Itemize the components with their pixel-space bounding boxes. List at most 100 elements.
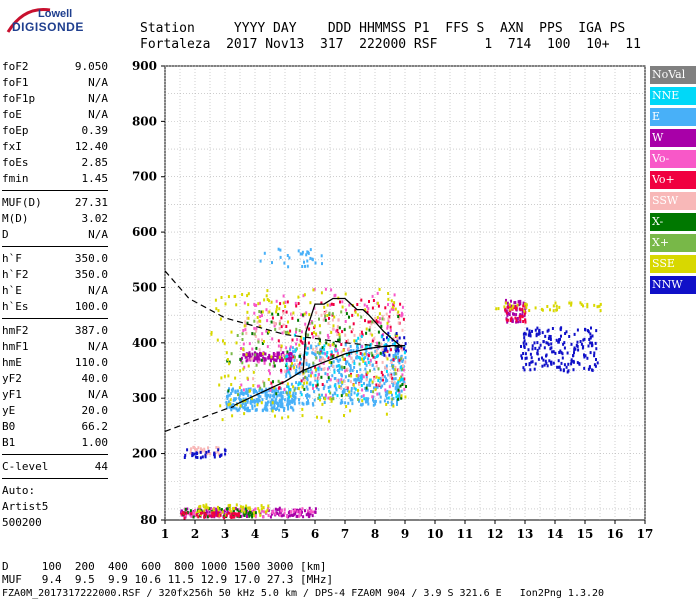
echo-point <box>190 451 193 455</box>
echo-point <box>210 508 213 512</box>
echo-point <box>393 381 396 385</box>
echo-point <box>307 399 309 403</box>
echo-point <box>354 387 357 391</box>
echo-point <box>271 316 274 320</box>
echo-point <box>228 387 230 391</box>
echo-point <box>382 338 385 342</box>
legend-item: W <box>650 129 696 147</box>
echo-point <box>558 365 561 369</box>
echo-point <box>276 407 279 411</box>
echo-point <box>552 304 555 308</box>
echo-point <box>384 379 387 383</box>
echo-point <box>331 312 334 316</box>
echo-point <box>311 514 314 518</box>
echo-point <box>590 326 592 330</box>
echo-point <box>390 361 393 364</box>
echo-point <box>297 383 300 387</box>
echo-point <box>271 261 273 265</box>
echo-point <box>232 514 235 517</box>
echo-point <box>239 369 242 373</box>
echo-point <box>582 338 585 342</box>
echo-point <box>323 367 326 371</box>
echo-point <box>523 314 526 318</box>
echo-point <box>283 354 286 358</box>
echo-point <box>337 364 340 368</box>
echo-point <box>293 363 296 367</box>
legend-item: X+ <box>650 234 696 252</box>
echo-point <box>258 310 261 313</box>
echo-point <box>366 310 369 314</box>
echo-point <box>266 508 269 512</box>
echo-point <box>332 324 335 328</box>
x-tick-label: 4 <box>251 527 259 541</box>
echo-point <box>323 401 326 404</box>
echo-point <box>246 515 248 518</box>
echo-point <box>519 318 522 321</box>
echo-point <box>295 342 298 346</box>
echo-point <box>393 293 396 297</box>
param-value: 2.85 <box>81 156 109 169</box>
echo-point <box>384 343 387 347</box>
echo-point <box>526 327 529 331</box>
echo-point <box>265 387 268 391</box>
echo-point <box>401 305 404 309</box>
echo-point <box>315 356 318 360</box>
param-value: N/A <box>88 340 108 353</box>
echo-point <box>334 377 337 380</box>
echo-point <box>227 511 230 515</box>
echo-point <box>356 303 359 306</box>
echo-point <box>380 371 383 374</box>
echo-point <box>375 375 378 379</box>
echo-point <box>255 327 258 331</box>
echo-point <box>267 514 270 517</box>
echo-point <box>318 358 321 362</box>
echo-point <box>219 317 222 321</box>
echo-point <box>247 394 250 398</box>
plot-frame <box>164 65 646 521</box>
echo-point <box>587 330 590 334</box>
x-tick-label: 11 <box>457 527 474 541</box>
echo-point <box>232 387 234 391</box>
echo-point <box>392 404 395 408</box>
echo-point <box>381 360 384 364</box>
echo-point <box>217 448 220 452</box>
echo-point <box>369 369 371 373</box>
echo-point <box>313 287 316 291</box>
echo-point <box>354 378 357 381</box>
echo-point <box>203 511 206 515</box>
echo-point <box>397 359 400 363</box>
echo-point <box>248 342 251 346</box>
echo-point <box>190 512 193 516</box>
echo-point <box>390 390 392 394</box>
echo-point <box>282 391 285 394</box>
echo-point <box>303 378 306 382</box>
echo-point <box>319 331 322 335</box>
echo-point <box>264 393 267 397</box>
echo-point <box>568 301 571 305</box>
echo-point <box>525 306 528 309</box>
echo-point <box>253 311 256 315</box>
echo-point <box>334 293 337 297</box>
echo-point <box>248 389 251 393</box>
echo-point <box>369 320 372 324</box>
echo-point <box>259 513 262 517</box>
echo-point <box>229 515 232 518</box>
echo-point <box>395 332 398 335</box>
echo-point <box>504 308 507 312</box>
echo-point <box>522 352 525 355</box>
param-value: N/A <box>88 284 108 297</box>
echo-point <box>292 391 295 395</box>
echo-point <box>400 389 403 393</box>
echo-point <box>233 405 236 409</box>
echo-point <box>388 390 391 394</box>
echo-point <box>226 507 228 511</box>
echo-point <box>361 353 364 357</box>
echo-point <box>393 356 396 360</box>
echo-point <box>325 341 328 345</box>
echo-point <box>218 383 221 387</box>
echo-point <box>294 508 296 512</box>
echo-point <box>334 344 337 348</box>
echo-point <box>223 516 226 520</box>
echo-point <box>250 357 253 361</box>
echo-point <box>207 506 210 510</box>
